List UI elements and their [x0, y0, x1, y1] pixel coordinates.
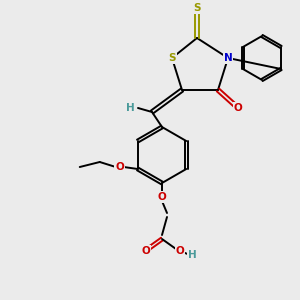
Text: H: H: [188, 250, 196, 260]
Text: S: S: [193, 3, 201, 13]
Text: N: N: [224, 53, 232, 63]
Text: O: O: [176, 246, 184, 256]
Text: H: H: [126, 103, 134, 113]
Text: O: O: [116, 162, 124, 172]
Text: O: O: [158, 192, 166, 202]
Text: O: O: [142, 246, 150, 256]
Text: O: O: [234, 103, 242, 113]
Text: S: S: [168, 53, 176, 63]
